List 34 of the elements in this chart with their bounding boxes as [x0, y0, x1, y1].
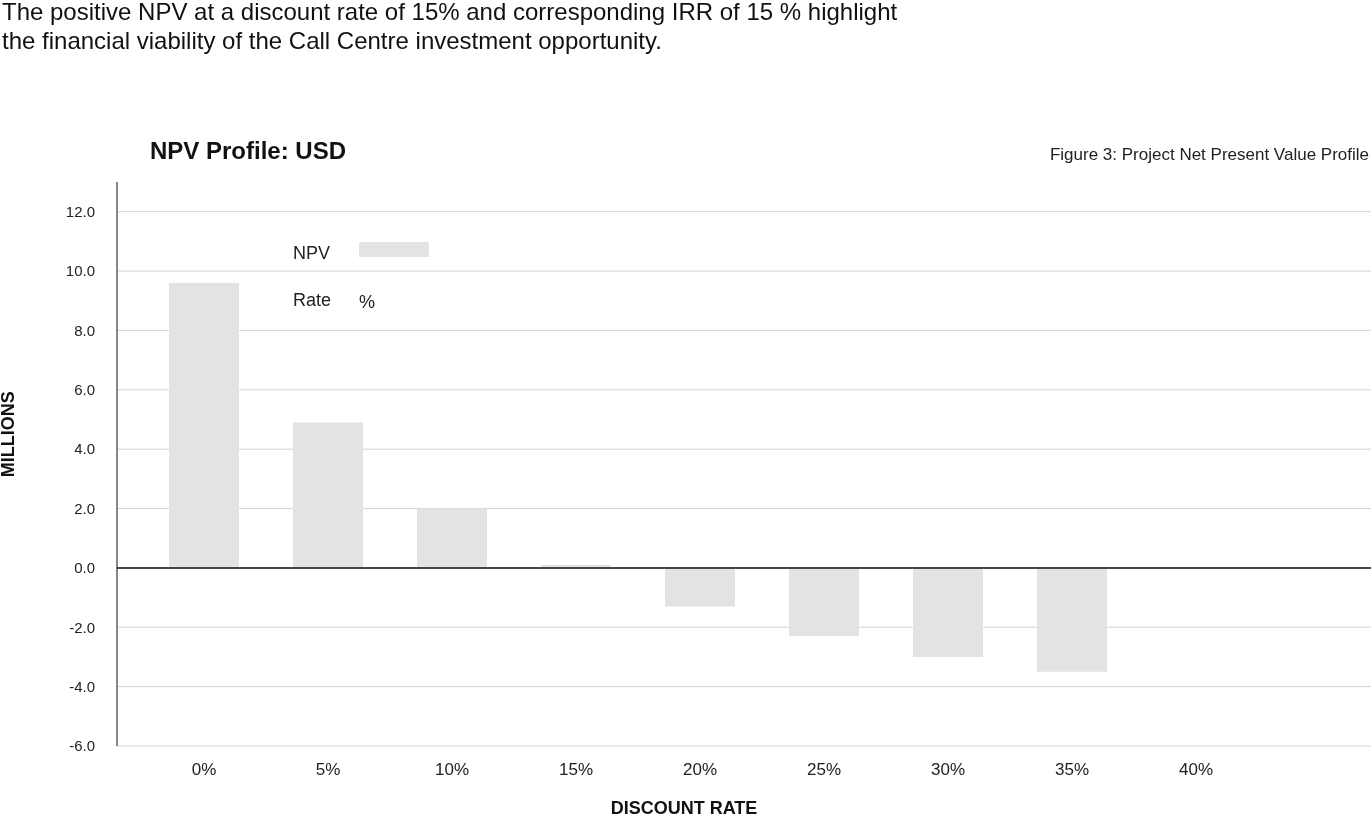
x-tick-label: 30% [930, 760, 966, 779]
x-axis-title: DISCOUNT RATE [610, 798, 758, 818]
x-tick-label: 35% [1054, 760, 1090, 779]
y-tick-label: 12.0 [65, 202, 95, 220]
bar [789, 567, 859, 637]
y-axis-title: MILLIONS [0, 391, 18, 478]
y-tick-label: -6.0 [69, 737, 95, 755]
legend-label: NPV [293, 243, 331, 263]
chart-subtitle: Figure 3: Project Net Present Value Profile [1049, 145, 1369, 164]
annotation: % [359, 292, 376, 312]
y-tick-label: -2.0 [69, 618, 95, 636]
y-tick-label: 6.0 [74, 381, 95, 399]
y-tick-label: -4.0 [69, 677, 95, 695]
bar [1037, 567, 1107, 672]
bar [913, 567, 983, 657]
x-tick-label: 20% [682, 760, 718, 779]
y-tick-label: 2.0 [74, 499, 95, 517]
bar [169, 282, 239, 568]
x-tick-label: 15% [558, 760, 594, 779]
chart-title: NPV Profile: USD [150, 137, 347, 164]
y-tick-label: 4.0 [74, 440, 95, 458]
x-tick-label: 5% [315, 760, 341, 779]
x-tick-label: 10% [434, 760, 470, 779]
y-tick-label: 10.0 [65, 262, 95, 280]
x-tick-label: 25% [806, 760, 842, 779]
x-tick-label: 0% [191, 760, 217, 779]
bar [417, 508, 487, 568]
bar [293, 422, 363, 568]
y-tick-label: 8.0 [74, 321, 95, 339]
text: The positive NPV at a discount rate of 15% and corresponding IRR of 15 % highlight the financial viability of the Call Centre investment opportunity. [2, 0, 898, 54]
bar [665, 567, 735, 607]
x-tick-label: 40% [1178, 760, 1214, 779]
y-tick-label: 0.0 [74, 559, 95, 577]
annotation: Rate [293, 290, 332, 310]
